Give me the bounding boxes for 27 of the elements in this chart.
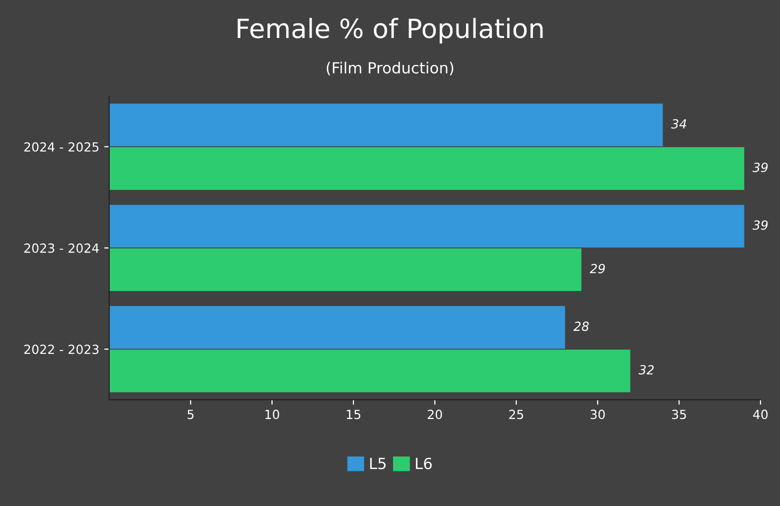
x-tick-label: 30 — [590, 410, 605, 420]
y-tick-label: 2024 - 2025 — [24, 142, 98, 152]
y-tick-label: 2023 - 2024 — [24, 243, 99, 253]
chart-subtitle: (Film Production) — [326, 62, 454, 76]
bar — [109, 204, 744, 248]
x-tick-label: 25 — [509, 410, 524, 420]
bar — [109, 350, 630, 392]
y-tick-label: 2022 - 2023 — [24, 344, 98, 354]
data-label: 28 — [573, 322, 589, 332]
bar — [109, 306, 566, 349]
bar — [109, 104, 663, 146]
chart-title: Female % of Population — [238, 18, 543, 44]
x-tick-label: 20 — [428, 410, 442, 420]
x-tick-label: 5 — [188, 410, 194, 420]
x-tick-label: 40 — [753, 410, 768, 420]
bar — [109, 248, 582, 292]
legend-label: L6 — [416, 458, 432, 470]
data-label: 39 — [752, 220, 768, 230]
x-tick-label: 10 — [265, 410, 280, 420]
legend-label: L5 — [370, 458, 386, 470]
x-tick-label: 15 — [346, 410, 360, 420]
data-label: 32 — [638, 365, 654, 375]
data-label: 39 — [752, 162, 768, 172]
data-label: 29 — [590, 264, 605, 274]
data-label: 34 — [671, 119, 686, 129]
bar — [109, 147, 744, 190]
x-tick-label: 35 — [672, 410, 686, 420]
